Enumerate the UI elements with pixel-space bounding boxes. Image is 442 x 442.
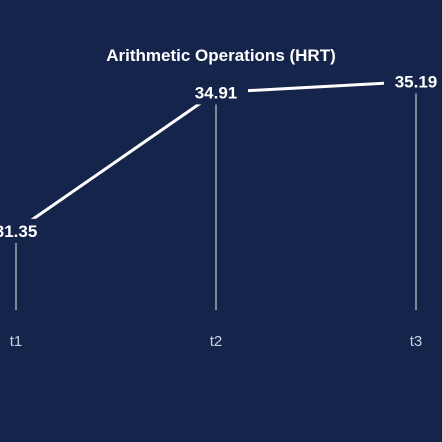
data-labels: 31.35 34.91 35.19 — [0, 73, 437, 241]
x-axis-ticks: t1 t2 t3 — [10, 333, 423, 350]
data-label-bg-t2 — [184, 80, 248, 105]
chart-title: Arithmetic Operations (HRT) — [106, 46, 336, 65]
series-layer — [0, 69, 442, 243]
data-label-t3: 35.19 — [395, 73, 438, 92]
x-tick-t3: t3 — [410, 333, 423, 350]
data-label-bg-t1 — [0, 218, 48, 243]
data-label-t1: 31.35 — [0, 222, 37, 241]
stem-lines — [15, 93, 417, 310]
data-label-bg-t3 — [384, 69, 442, 94]
x-tick-t1: t1 — [10, 333, 23, 350]
x-tick-t2: t2 — [210, 333, 223, 350]
data-label-t2: 34.91 — [195, 83, 238, 102]
